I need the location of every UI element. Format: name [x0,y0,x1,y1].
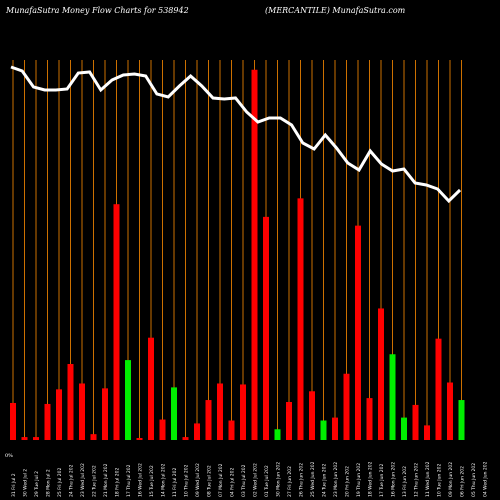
bar [424,425,430,440]
x-tick-label: 10 Tue Jun 202 [437,464,443,497]
bar [378,308,384,440]
bar [366,398,373,440]
x-tick-label: 25 Wed Jun 202 [310,461,316,497]
x-tick-label: 01 Tue Jul 202 [264,465,270,497]
x-tick-label: 30 Wed Jul 2 [23,469,29,497]
bar [343,373,350,440]
x-tick-label: 27 Fri Jun 202 [287,466,293,497]
x-tick-label: 12 Thu Jun 202 [414,463,420,497]
bar [435,338,442,440]
bar [286,402,292,440]
x-axis-labels: 31 Fri Jul 2 30 Wed Jul 2 29 Tue Jul 2 28 M… [11,461,489,497]
bar [263,216,269,440]
chart-subtitle: (MERCANTILE) MunafaSutra.com [265,6,406,15]
bar [217,383,223,440]
bar [10,402,16,440]
bar [56,389,62,440]
bar [159,419,166,440]
x-tick-label: 18 Fri Jul 202 [115,467,121,497]
x-tick-label: 06 Fri Jun 202 [460,466,466,497]
bar [251,69,258,440]
y-axis-zero-label: 0% [5,453,13,459]
x-tick-label: 29 Tue Jul 2 [34,471,40,497]
bar [332,417,338,440]
x-tick-label: 24 Thu Jul 202 [69,464,75,497]
x-tick-label: 04 Fri Jul 202 [230,467,236,497]
bar [458,400,465,440]
bar-series [10,69,465,440]
bar [447,382,453,440]
bar [182,437,189,440]
x-tick-label: 23 Wed Jul 202 [80,463,86,497]
bar [136,438,143,440]
bar [274,429,281,440]
bar [309,391,315,440]
bar [228,420,235,440]
x-tick-label: 10 Thu Jul 202 [184,464,190,497]
bar [148,337,154,440]
bar [171,387,177,440]
x-tick-label: 08 Tue Jul 202 [207,465,213,497]
x-tick-label: 24 Tue Jun 202 [322,464,328,497]
chart-title: MunafaSutra Money Flow Charts for 538942 [6,6,189,15]
bar [125,360,131,440]
bar [412,404,419,440]
x-tick-label: 26 Thu Jun 202 [299,463,305,497]
x-tick-label: 17 Tue Jun 202 [379,464,385,497]
bar [79,383,85,440]
x-tick-label: 11 Wed Jun 202 [425,461,431,497]
x-tick-label: 05 Thu Jun 202 [471,463,477,497]
bar [355,225,361,440]
x-tick-label: 09 Mon Jun 202 [448,462,454,497]
x-tick-label: 13 Fri Jun 202 [402,466,408,497]
x-tick-label: 19 Thu Jun 202 [356,463,362,497]
x-tick-label: 30 Mon Jun 202 [276,462,282,497]
x-tick-label: 16 Mon Jun 202 [391,462,397,497]
bar [320,420,327,440]
x-tick-label: 20 Fri Jun 202 [345,466,351,497]
x-tick-label: 25 Fri Jul 202 [57,467,63,497]
x-tick-label: 21 Mon Jul 202 [103,463,109,497]
bar [194,423,200,440]
bar [21,437,28,440]
x-tick-label: 23 Mon Jun 202 [333,462,339,497]
x-tick-label: 18 Wed Jun 202 [368,461,374,497]
x-tick-label: 03 Thu Jul 202 [241,464,247,497]
bar [401,417,407,440]
bar [205,400,212,440]
x-tick-label: 31 Fri Jul 2 [11,473,17,497]
bar [240,384,246,440]
x-tick-label: 04 Wed Jun 202 [483,461,489,497]
x-tick-label: 02 Wed Jul 202 [253,463,259,497]
x-tick-label: 28 Mon Jul 2 [46,469,52,497]
x-tick-label: 07 Mon Jul 202 [218,463,224,497]
bar [113,204,120,440]
x-tick-label: 14 Mon Jul 202 [161,463,167,497]
x-tick-label: 11 Fri Jul 202 [172,467,178,497]
money-flow-line [10,65,462,204]
x-tick-label: 09 Wed Jul 202 [195,463,201,497]
bar [389,354,396,440]
bar [90,434,97,440]
x-tick-label: 17 Thu Jul 202 [126,464,132,497]
x-tick-label: 22 Tue Jul 202 [92,465,98,497]
bar [67,364,74,440]
x-tick-label: 16 Wed Jul 202 [138,463,144,497]
x-tick-label: 15 Tue Jul 202 [149,465,155,497]
bar [297,198,304,440]
bar [44,403,51,440]
bar [33,437,39,440]
bar [102,388,108,440]
